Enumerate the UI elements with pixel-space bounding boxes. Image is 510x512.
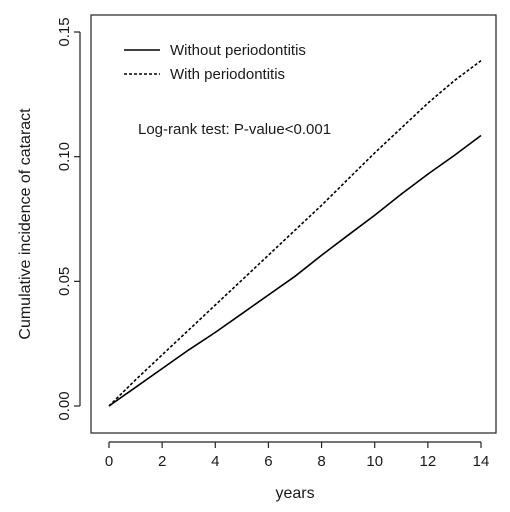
- x-axis-title: years: [275, 485, 314, 502]
- y-tick-label: 0.15: [56, 17, 73, 46]
- x-tick-label: 10: [366, 453, 383, 470]
- x-tick-label: 12: [420, 453, 437, 470]
- series-layer: [108, 60, 482, 407]
- plot-frame: [90, 14, 497, 434]
- y-axis-title: Cumulative incidence of cataract: [17, 108, 34, 340]
- series-line-with-periodontitis: [108, 60, 482, 407]
- y-tick-label: 0.10: [56, 142, 73, 171]
- log-rank-annotation: Log-rank test: P-value<0.001: [138, 121, 331, 138]
- x-tick-label: 2: [158, 453, 166, 470]
- x-tick-label: 14: [473, 453, 490, 470]
- legend-label: With periodontitis: [170, 66, 285, 83]
- y-axis: 0.00 0.05 0.10 0.15: [56, 17, 81, 421]
- legend-label: Without periodontitis: [170, 42, 306, 59]
- y-tick-label: 0.05: [56, 267, 73, 296]
- x-tick-label: 4: [211, 453, 219, 470]
- x-tick-label: 0: [105, 453, 113, 470]
- legend: Without periodontitis With periodontitis: [124, 42, 306, 83]
- x-tick-label: 6: [264, 453, 272, 470]
- x-tick-label: 8: [317, 453, 325, 470]
- x-axis: 0 2 4 6 8 10 12 14: [105, 441, 490, 470]
- series-line-without-periodontitis: [108, 134, 482, 407]
- y-tick-label: 0.00: [56, 391, 73, 420]
